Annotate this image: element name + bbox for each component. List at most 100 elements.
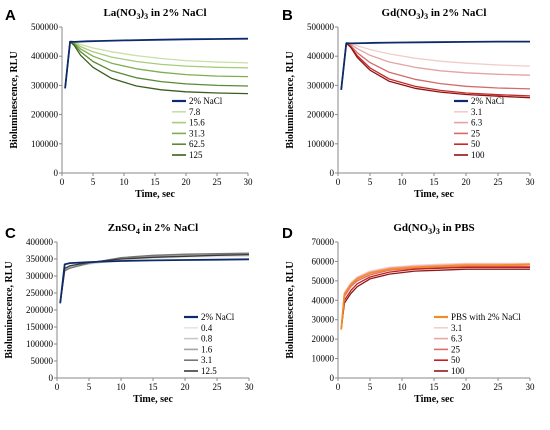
legend-entry: 2% NaCl <box>201 312 235 322</box>
y-axis-label: Bioluminescence, RLU <box>285 51 296 148</box>
y-tick-label: 10000 <box>312 354 335 364</box>
legend-entry: 31.3 <box>189 128 205 138</box>
x-tick-label: 15 <box>149 382 159 392</box>
y-tick-label: 300000 <box>307 80 335 90</box>
legend-entry: 1.6 <box>201 344 213 354</box>
y-tick-label: 70000 <box>312 237 335 247</box>
chart-title: ZnSO4 in 2% NaCl <box>108 222 199 236</box>
y-tick-label: 200000 <box>26 305 54 315</box>
y-axis-label: Bioluminescence, RLU <box>285 261 296 358</box>
y-tick-label: 200000 <box>307 110 335 120</box>
legend-entry: 25 <box>471 128 481 138</box>
legend-entry: 15.6 <box>189 118 205 128</box>
legend-entry: 6.3 <box>471 118 483 128</box>
y-tick-label: 20000 <box>312 334 335 344</box>
y-tick-label: 500000 <box>31 22 59 32</box>
chart-title: La(NO3)3 in 2% NaCl <box>103 7 206 21</box>
y-tick-label: 0 <box>49 373 54 383</box>
chart-panel-c: C ZnSO4 in 2% NaCl 0 5 10 15 20 25 30 0 50000 10000… <box>4 222 254 405</box>
x-tick-label: 25 <box>213 177 223 187</box>
x-axis-label: Time, sec <box>414 394 454 405</box>
y-tick-label: 200000 <box>31 110 59 120</box>
x-tick-label: 20 <box>182 177 192 187</box>
y-tick-label: 0 <box>330 168 335 178</box>
x-tick-label: 25 <box>494 382 504 392</box>
series-line-5 <box>340 266 530 330</box>
series-line-5 <box>59 252 250 304</box>
legend-entry: PBS with 2% NaCl <box>451 312 521 322</box>
x-tick-label: 10 <box>398 382 408 392</box>
x-tick-label: 25 <box>213 382 223 392</box>
legend-entry: 7.8 <box>189 107 201 117</box>
legend-entry: 62.5 <box>189 139 205 149</box>
legend-entry: 50 <box>471 139 481 149</box>
panel-label: A <box>5 7 16 24</box>
legend-entry: 6.3 <box>451 334 463 344</box>
x-tick-label: 5 <box>368 177 373 187</box>
y-tick-label: 0 <box>330 373 335 383</box>
y-tick-label: 100000 <box>26 339 54 349</box>
panel-label: B <box>282 7 293 24</box>
x-tick-label: 0 <box>55 382 60 392</box>
y-tick-label: 40000 <box>312 295 335 305</box>
x-axis-label: Time, sec <box>133 394 173 405</box>
chart-title: Gd(NO3)3 in 2% NaCl <box>382 7 487 21</box>
chart-panel-b: B Gd(NO3)3 in 2% NaCl 0 5 10 15 20 25 30 0 100000 2… <box>282 7 535 200</box>
legend-entry: 100 <box>451 366 465 376</box>
legend-entry: 12.5 <box>201 366 217 376</box>
y-axis-label: Bioluminescence, RLU <box>9 51 20 148</box>
x-axis-label: Time, sec <box>135 189 175 200</box>
x-tick-label: 15 <box>151 177 161 187</box>
x-tick-label: 20 <box>462 382 472 392</box>
series-line-4 <box>340 42 531 90</box>
x-tick-label: 0 <box>336 382 341 392</box>
y-tick-label: 300000 <box>26 271 54 281</box>
x-tick-label: 30 <box>526 382 536 392</box>
panel-label: C <box>5 225 16 242</box>
legend-entry: 3.1 <box>471 107 482 117</box>
x-tick-label: 20 <box>462 177 472 187</box>
y-tick-label: 30000 <box>312 315 335 325</box>
series-line-6 <box>59 253 250 304</box>
legend-entry: 2% NaCl <box>189 96 223 106</box>
x-tick-label: 20 <box>181 382 191 392</box>
x-tick-label: 30 <box>244 177 254 187</box>
x-tick-label: 5 <box>87 382 92 392</box>
x-tick-label: 15 <box>430 382 440 392</box>
legend-entry: 0.4 <box>201 323 213 333</box>
legend-entry: 3.1 <box>451 323 462 333</box>
series-line-6 <box>340 268 530 330</box>
y-tick-label: 50000 <box>31 356 54 366</box>
x-tick-label: 10 <box>398 177 408 187</box>
legend-entry: 100 <box>471 150 485 160</box>
y-tick-label: 400000 <box>26 237 54 247</box>
x-tick-label: 5 <box>91 177 96 187</box>
legend-entry: 3.1 <box>201 355 212 365</box>
x-tick-label: 30 <box>526 177 536 187</box>
y-tick-label: 250000 <box>26 288 54 298</box>
y-tick-label: 60000 <box>312 256 335 266</box>
x-tick-label: 30 <box>245 382 255 392</box>
x-tick-label: 25 <box>494 177 504 187</box>
x-axis-label: Time, sec <box>414 189 454 200</box>
series-line-6 <box>64 40 249 95</box>
y-tick-label: 400000 <box>31 51 59 61</box>
legend-entry: 0.8 <box>201 334 213 344</box>
x-tick-label: 15 <box>430 177 440 187</box>
legend-entry: 25 <box>451 344 461 354</box>
y-tick-label: 50000 <box>312 276 335 286</box>
series-line-4 <box>340 265 530 330</box>
series-line-5 <box>64 40 249 89</box>
legend-entry: 125 <box>189 150 203 160</box>
y-tick-label: 350000 <box>26 254 54 264</box>
x-tick-label: 10 <box>117 382 127 392</box>
series-line-1 <box>59 258 250 304</box>
x-tick-label: 10 <box>120 177 130 187</box>
x-tick-label: 0 <box>60 177 65 187</box>
series-line-1 <box>64 37 249 89</box>
